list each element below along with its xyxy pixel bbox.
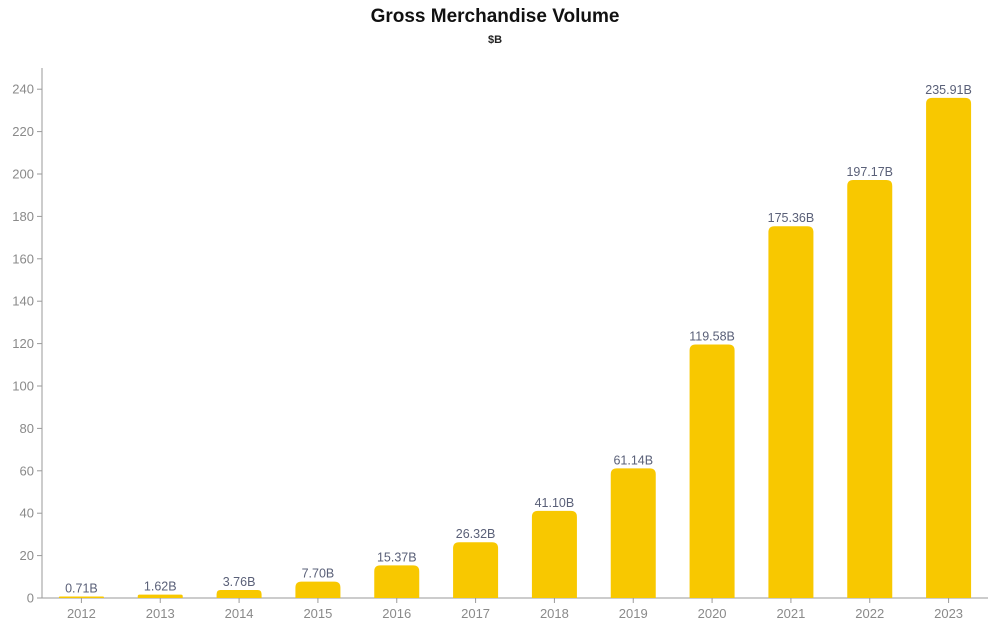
data-label: 0.71B [65,581,98,595]
x-axis: 2012 2013 2014 2015 2016 2017 2018 2019 2020 2021… [42,597,988,621]
data-label: 197.17B [846,165,893,179]
y-tick-label: 100 [12,379,34,394]
data-label: 61.14B [613,453,653,467]
data-label: 235.91B [925,83,972,97]
x-tick-label: 2021 [776,606,805,621]
data-label: 3.76B [223,575,256,589]
y-tick-label: 120 [12,336,34,351]
bar-2016 [374,565,420,598]
x-tick-label: 2018 [540,606,569,621]
chart-title: Gross Merchandise Volume [370,6,620,27]
data-label: 175.36B [768,211,815,225]
data-label: 15.37B [377,550,417,564]
data-label: 7.70B [302,567,335,581]
y-tick-label: 180 [12,209,34,224]
y-tick-label: 40 [20,506,34,521]
bar-2015 [295,581,341,598]
bar-2019 [610,468,656,598]
y-tick-label: 0 [27,591,34,606]
bar-2013 [137,594,183,598]
data-label: 26.32B [456,527,496,541]
y-tick-label: 240 [12,82,34,97]
x-tick-label: 2015 [303,606,332,621]
bar-2022 [847,179,893,598]
y-tick-label: 20 [20,548,34,563]
y-tick-label: 200 [12,167,34,182]
x-tick-label: 2022 [855,606,884,621]
bar-2023 [926,97,972,599]
x-tick-label: 2014 [225,606,254,621]
x-tick-label: 2019 [619,606,648,621]
y-tick-label: 220 [12,124,34,139]
x-tick-label: 2020 [698,606,727,621]
y-tick-label: 80 [20,421,34,436]
bar-2018 [531,510,577,598]
bar-2017 [453,542,499,598]
y-tick-label: 160 [12,251,34,266]
data-label: 41.10B [535,496,575,510]
y-tick-label: 60 [20,463,34,478]
bar-2012 [58,596,104,598]
data-label: 1.62B [144,580,177,594]
y-axis: 0 20 40 60 80 100 120 140 160 180 200 220 240 [12,68,43,606]
y-tick-label: 140 [12,294,34,309]
bar-2020 [689,344,735,598]
bar-2014 [216,590,262,598]
x-tick-label: 2016 [382,606,411,621]
data-labels: 0.71B 1.62B 3.76B 7.70B 15.37B 26.32B 41.10B 61… [65,83,972,596]
x-tick-label: 2012 [67,606,96,621]
bar-2021 [768,226,814,598]
x-tick-label: 2023 [934,606,963,621]
x-tick-label: 2013 [146,606,175,621]
x-tick-label: 2017 [461,606,490,621]
data-label: 119.58B [689,329,735,343]
chart-subtitle: $B [487,34,503,46]
bars [58,97,972,599]
